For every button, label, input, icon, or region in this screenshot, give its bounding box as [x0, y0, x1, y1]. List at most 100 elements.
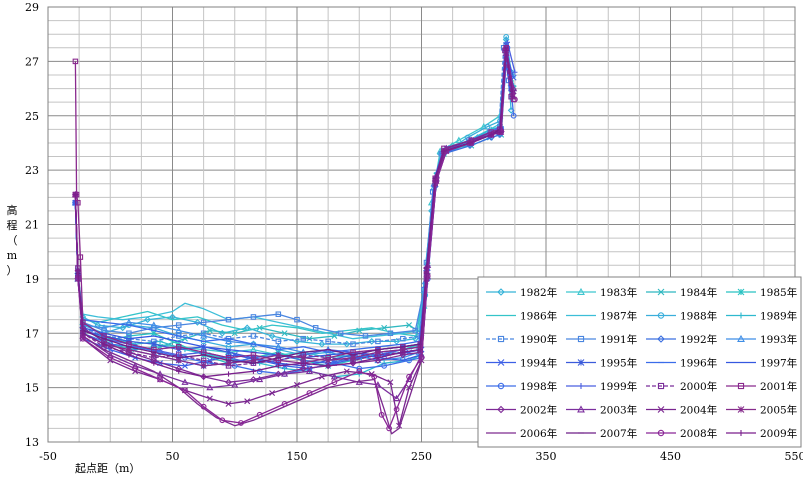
series-2007年 [72, 47, 515, 364]
series-marker [250, 376, 257, 383]
series-marker [362, 333, 369, 339]
series-marker [371, 373, 378, 380]
legend-label: 2007年 [600, 427, 637, 440]
x-tick-label: 450 [660, 450, 681, 463]
series-1987年 [74, 41, 512, 340]
series-marker [350, 341, 356, 347]
y-tick-label: 27 [25, 55, 39, 68]
legend-label: 2002年 [520, 404, 557, 417]
y-axis-label-char: ） [7, 264, 18, 277]
series-marker [181, 362, 188, 369]
series-marker [350, 354, 357, 361]
series-marker [497, 335, 505, 343]
series-marker [497, 288, 505, 296]
series-marker [281, 330, 288, 337]
legend-item: 1988年 [646, 310, 717, 323]
legend-item: 2007年 [566, 427, 637, 440]
series-marker [151, 360, 157, 366]
plot-frame [47, 6, 796, 443]
legend-item: 1989年 [726, 310, 797, 323]
series-marker [657, 335, 665, 343]
legend-item: 2009年 [726, 427, 797, 440]
series-marker [411, 335, 419, 343]
series-marker [72, 191, 78, 198]
series-marker [504, 39, 511, 45]
series-marker [423, 270, 430, 277]
series-marker [484, 123, 491, 130]
series-marker [510, 112, 517, 119]
series-marker [432, 178, 438, 184]
series-marker [577, 287, 585, 295]
x-tick-label: 350 [536, 450, 557, 463]
legend-label: 1998年 [520, 380, 557, 393]
series-marker [206, 383, 214, 391]
legend-item: 2008年 [646, 427, 717, 440]
series-marker [337, 330, 344, 337]
series-marker [738, 312, 744, 319]
series-marker [293, 338, 301, 345]
legend-item: 1996年 [646, 357, 717, 370]
series-marker [318, 340, 326, 348]
series-marker [509, 94, 515, 100]
legend-item: 1993年 [726, 333, 797, 346]
y-tick-label: 17 [25, 327, 39, 340]
series-marker [497, 129, 503, 135]
legend-item: 2006年 [486, 427, 557, 440]
legend-item: 2000年 [646, 380, 717, 393]
series-marker [657, 406, 665, 413]
legend-item: 2002年 [486, 404, 557, 417]
series-marker [393, 406, 400, 413]
series-marker [224, 337, 233, 345]
legend-item: 1998年 [486, 380, 557, 393]
legend-label: 1987年 [600, 310, 637, 323]
legend-item: 1983年 [566, 286, 637, 299]
series-marker [737, 334, 745, 342]
series-marker [225, 400, 232, 407]
legend-label: 2006年 [520, 427, 557, 440]
series-marker [300, 360, 306, 366]
series-marker [300, 335, 306, 342]
series-marker [400, 335, 406, 342]
series-marker [577, 405, 585, 413]
legend-label: 1983年 [600, 286, 637, 299]
series-marker [150, 321, 158, 328]
series-1991年 [72, 42, 514, 339]
series-marker [225, 349, 232, 356]
series-marker [406, 373, 412, 380]
legend-label: 1997年 [760, 357, 797, 370]
legend-item: 2001年 [726, 380, 797, 393]
series-marker [503, 47, 509, 54]
series-marker [225, 316, 232, 323]
series-marker [306, 390, 313, 396]
series-marker [312, 325, 319, 331]
x-tick-label: -50 [39, 450, 57, 463]
series-marker [175, 357, 182, 364]
y-tick-label: 21 [25, 219, 39, 232]
series-1992年 [72, 47, 516, 370]
series-line [74, 47, 510, 345]
series-marker [393, 338, 400, 345]
series-marker [281, 401, 288, 407]
series-marker [181, 378, 189, 385]
series-marker [406, 357, 412, 364]
series-marker [281, 370, 289, 377]
series-marker [387, 379, 394, 386]
series-marker [331, 379, 338, 386]
series-marker [374, 381, 382, 388]
series-marker [318, 373, 325, 380]
series-marker [497, 405, 505, 414]
series-marker [157, 349, 163, 356]
series-2006年 [74, 47, 515, 435]
series-marker [325, 338, 331, 345]
legend-item: 1999年 [566, 380, 637, 393]
series-marker [325, 363, 331, 369]
series-marker [737, 382, 745, 390]
series-marker [244, 398, 251, 405]
series-1990年 [72, 45, 512, 347]
series-marker [231, 330, 238, 337]
legend-label: 1993年 [760, 333, 797, 346]
series-marker [250, 368, 257, 374]
series-marker [657, 312, 665, 319]
series-marker [406, 322, 413, 329]
series-marker [578, 383, 584, 389]
